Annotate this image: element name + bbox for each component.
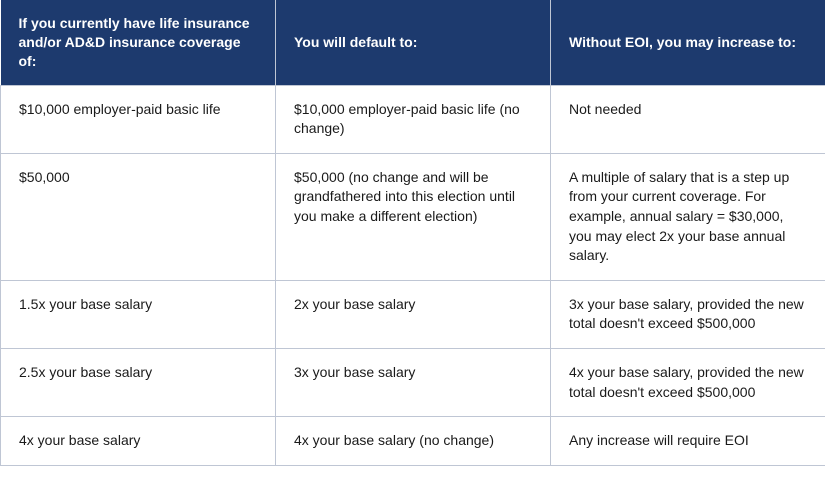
table-row: $50,000 $50,000 (no change and will be g… <box>1 153 825 280</box>
table-row: 2.5x your base salary 3x your base salar… <box>1 349 825 417</box>
cell-current: $50,000 <box>1 153 276 280</box>
cell-current: 1.5x your base salary <box>1 280 276 348</box>
cell-current: $10,000 employer-paid basic life <box>1 85 276 153</box>
table-row: 1.5x your base salary 2x your base salar… <box>1 280 825 348</box>
cell-current: 4x your base salary <box>1 417 276 466</box>
cell-default: 2x your base salary <box>276 280 551 348</box>
col-header-increase: Without EOI, you may increase to: <box>551 0 825 85</box>
cell-increase: 3x your base salary, provided the new to… <box>551 280 825 348</box>
cell-increase: Any increase will require EOI <box>551 417 825 466</box>
table-header-row: If you currently have life insurance and… <box>1 0 825 85</box>
col-header-current: If you currently have life insurance and… <box>1 0 276 85</box>
cell-current: 2.5x your base salary <box>1 349 276 417</box>
cell-increase: A multiple of salary that is a step up f… <box>551 153 825 280</box>
cell-increase: 4x your base salary, provided the new to… <box>551 349 825 417</box>
cell-default: $50,000 (no change and will be grandfath… <box>276 153 551 280</box>
cell-default: 3x your base salary <box>276 349 551 417</box>
coverage-table: If you currently have life insurance and… <box>0 0 825 466</box>
col-header-default: You will default to: <box>276 0 551 85</box>
cell-default: 4x your base salary (no change) <box>276 417 551 466</box>
table-row: $10,000 employer-paid basic life $10,000… <box>1 85 825 153</box>
table-row: 4x your base salary 4x your base salary … <box>1 417 825 466</box>
cell-increase: Not needed <box>551 85 825 153</box>
cell-default: $10,000 employer-paid basic life (no cha… <box>276 85 551 153</box>
